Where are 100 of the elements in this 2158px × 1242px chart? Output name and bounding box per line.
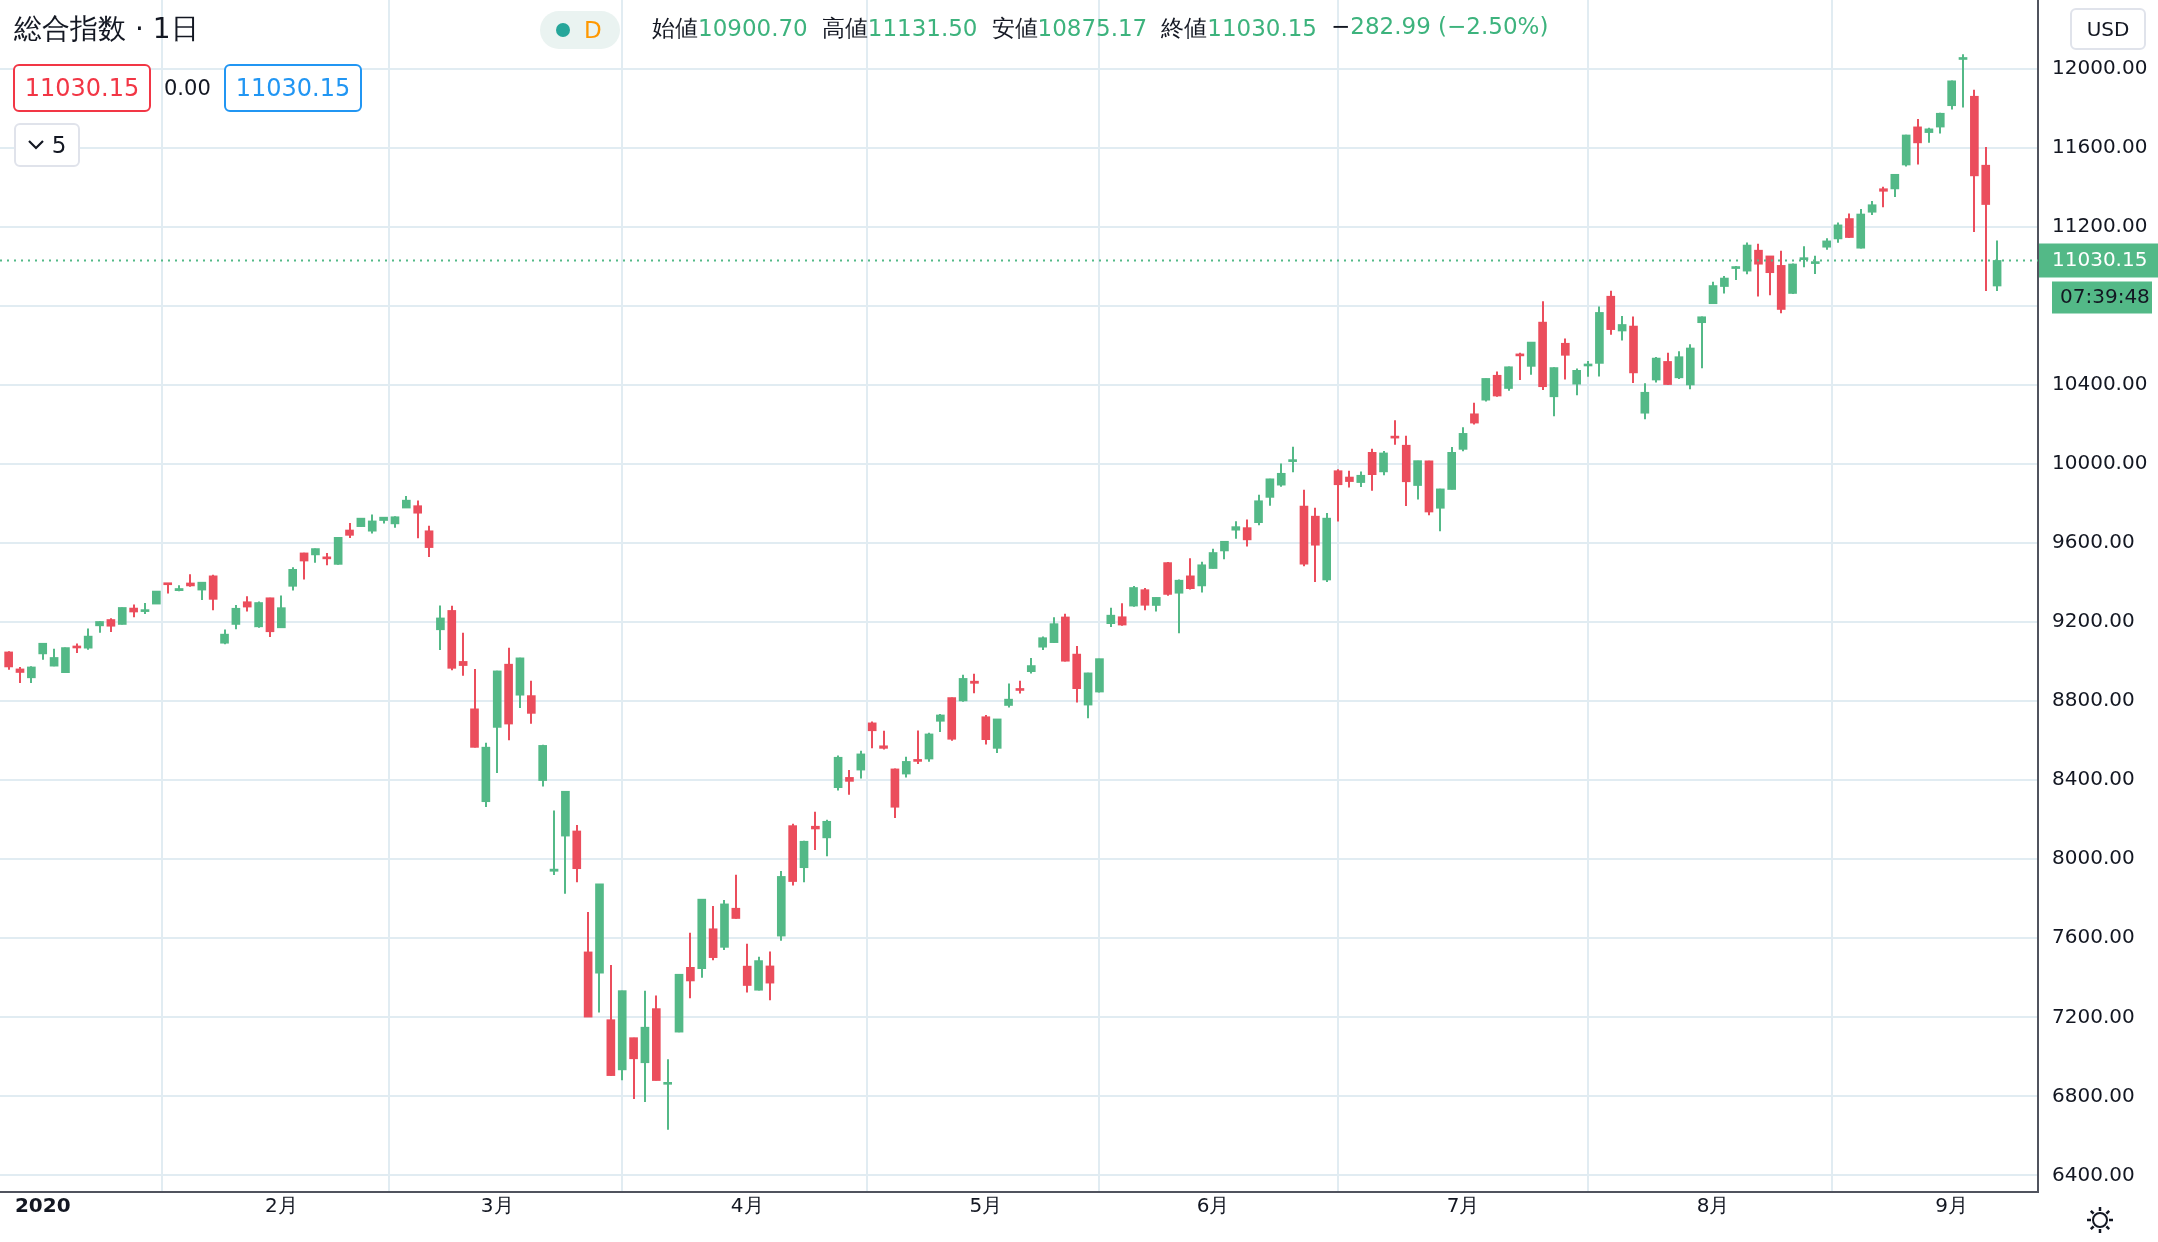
candlestick	[1958, 53, 1968, 109]
candlestick	[1754, 242, 1763, 298]
candlestick	[1106, 606, 1116, 629]
candlestick	[822, 818, 832, 858]
candlestick	[1197, 560, 1207, 594]
y-tick-label: 12000.00	[2052, 54, 2148, 79]
candlestick	[1276, 462, 1286, 488]
y-tick-label: 7600.00	[2052, 924, 2135, 949]
y-tick-label: 11600.00	[2052, 134, 2148, 159]
y-tick-label: 10400.00	[2052, 371, 2148, 396]
candlestick	[1117, 602, 1127, 627]
x-tick-label: 9月	[1935, 1193, 1969, 1218]
y-tick-label: 9600.00	[2052, 529, 2135, 554]
y-tick-label: 6800.00	[2052, 1082, 2135, 1107]
candlestick	[1651, 356, 1661, 384]
candlestick	[526, 679, 536, 725]
candlestick	[1333, 468, 1343, 523]
candlestick	[1265, 477, 1275, 507]
annotation: 0.00	[164, 76, 211, 100]
candlestick	[1492, 370, 1502, 398]
annotation: 高値11131.50	[821, 15, 978, 41]
candlestick	[1913, 117, 1922, 166]
candlestick	[1617, 314, 1627, 342]
candlestick	[981, 713, 991, 746]
candlestick	[913, 729, 922, 765]
annotation: 安値10875.17	[991, 15, 1148, 41]
candlestick	[1288, 445, 1297, 474]
candlestick	[1890, 173, 1900, 199]
candlestick	[1879, 185, 1888, 209]
candlestick	[1367, 447, 1377, 492]
candlestick	[1697, 315, 1706, 370]
candlestick	[1049, 616, 1059, 645]
candlestick	[742, 942, 752, 994]
candlestick	[436, 604, 445, 651]
candlestick	[1663, 351, 1672, 386]
x-tick-label: 4月	[730, 1193, 764, 1218]
candlestick	[231, 604, 241, 631]
candlestick	[686, 931, 695, 1000]
annotation: 終値11030.15	[1161, 15, 1317, 41]
candlestick	[1640, 382, 1650, 421]
y-tick-label: 10000.00	[2052, 450, 2148, 475]
text: USD	[2070, 8, 2146, 50]
candlestick	[1186, 557, 1195, 591]
candlestick	[845, 768, 854, 796]
candlestick	[1140, 586, 1150, 612]
candlestick	[867, 720, 877, 750]
text: 07:39:48	[2060, 283, 2150, 308]
candlestick	[1004, 682, 1013, 709]
x-tick-label: 3月	[480, 1193, 514, 1218]
candlestick	[1674, 350, 1684, 381]
candlestick	[277, 594, 286, 629]
candlestick	[970, 672, 979, 695]
candlestick	[549, 809, 559, 877]
y-tick-label: 8400.00	[2052, 766, 2135, 791]
candlestick	[663, 1058, 672, 1131]
candlestick	[629, 1036, 638, 1100]
y-tick-label: 6400.00	[2052, 1161, 2135, 1186]
y-tick-label: 9200.00	[2052, 608, 2135, 633]
candlestick	[1436, 487, 1445, 533]
candlestick	[413, 499, 423, 540]
candlestick	[811, 810, 820, 851]
candlestick	[424, 524, 434, 559]
y-tick-label: 11200.00	[2052, 213, 2148, 238]
candlestick	[1560, 337, 1570, 381]
candlestick	[958, 673, 968, 703]
annotation: 始値10900.70	[652, 15, 808, 41]
x-tick-label: 8月	[1696, 1193, 1730, 1218]
candlestick	[83, 627, 93, 651]
candlestick	[879, 729, 888, 751]
candlestick	[1572, 367, 1582, 397]
candlestick	[1129, 584, 1138, 608]
candlestick	[1242, 518, 1252, 548]
candlestick	[901, 755, 911, 779]
candlestick	[1845, 212, 1854, 240]
candlestick	[1254, 493, 1263, 527]
x-tick-label: 6月	[1196, 1193, 1230, 1218]
candlestick	[1504, 365, 1513, 392]
x-tick-label: 2月	[264, 1193, 298, 1218]
candlestick	[367, 513, 377, 535]
annotation: 11030.15	[13, 64, 151, 112]
candlestick	[1708, 280, 1718, 305]
annotation: 11030.15	[224, 64, 362, 112]
y-tick-label: 8000.00	[2052, 845, 2135, 870]
candlestick	[1481, 377, 1491, 403]
annotation: 5	[51, 132, 67, 158]
candlestick	[1470, 401, 1479, 426]
annotation: −282.99 (−2.50%)	[1331, 13, 1549, 39]
x-tick-label: 2020	[14, 1193, 71, 1218]
x-tick-label: 5月	[969, 1193, 1003, 1218]
y-tick-label: 8800.00	[2052, 687, 2135, 712]
candlestick	[4, 650, 13, 671]
candlestick	[1174, 578, 1184, 635]
y-tick-label: 7200.00	[2052, 1003, 2135, 1028]
candlestick	[288, 566, 298, 592]
candlestick	[1379, 449, 1388, 477]
annotation: D	[584, 17, 602, 43]
text: 総合指数 · 1日	[14, 11, 199, 47]
candlestick	[458, 631, 468, 677]
x-tick-label: 7月	[1446, 1193, 1480, 1218]
candlestick	[1208, 547, 1218, 570]
